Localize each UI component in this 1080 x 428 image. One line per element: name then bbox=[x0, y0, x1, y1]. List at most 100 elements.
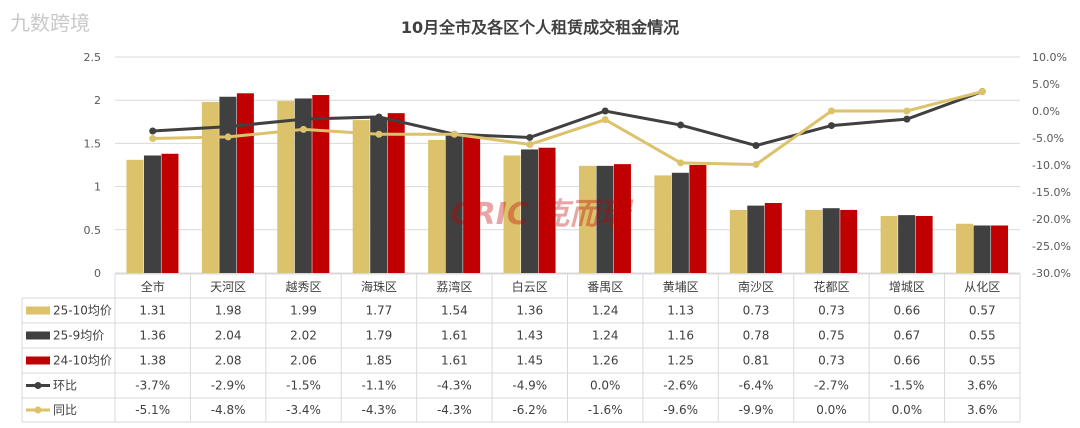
table-cell: 0.81 bbox=[743, 354, 770, 368]
table-cell: -2.9% bbox=[211, 379, 246, 393]
bar-25-9均价 bbox=[898, 215, 916, 273]
y-left-tick-label: 2.5 bbox=[84, 51, 102, 64]
y-left-tick-label: 0 bbox=[94, 267, 101, 280]
table-cell: 2.02 bbox=[290, 329, 317, 343]
table-cell: 1.31 bbox=[139, 304, 166, 318]
table-cell: -9.6% bbox=[663, 403, 698, 417]
bar-25-9均价 bbox=[294, 98, 312, 273]
table-cell: 1.61 bbox=[441, 329, 468, 343]
table-cell: 1.61 bbox=[441, 354, 468, 368]
bar-25-9均价 bbox=[747, 205, 765, 273]
bar-24-10均价 bbox=[463, 133, 481, 273]
bar-24-10均价 bbox=[538, 147, 556, 273]
table-cell: 1.26 bbox=[592, 354, 619, 368]
bar-25-9均价 bbox=[973, 225, 991, 273]
bar-25-10均价 bbox=[880, 215, 898, 273]
table-cell: 1.24 bbox=[592, 304, 619, 318]
table-cell: -6.4% bbox=[739, 379, 774, 393]
point-环比 bbox=[526, 133, 534, 141]
point-环比 bbox=[752, 142, 760, 150]
y-right-tick-label: -20.0% bbox=[1032, 213, 1071, 226]
bar-25-9均价 bbox=[445, 133, 463, 273]
table-cell: 1.85 bbox=[366, 354, 393, 368]
table-cell: 0.67 bbox=[894, 329, 921, 343]
table-cell: -3.4% bbox=[286, 403, 321, 417]
bar-24-10均价 bbox=[613, 164, 631, 273]
bar-25-9均价 bbox=[219, 96, 237, 273]
point-环比 bbox=[300, 115, 308, 123]
category-label: 白云区 bbox=[512, 279, 548, 294]
table-cell: 0.73 bbox=[743, 304, 770, 318]
y-right-tick-label: -10.0% bbox=[1032, 159, 1071, 172]
table-cell: 0.66 bbox=[894, 354, 921, 368]
table-cell: -5.1% bbox=[135, 403, 170, 417]
bar-25-10均价 bbox=[578, 165, 596, 273]
legend-label: 25-10均价 bbox=[53, 304, 112, 318]
table-cell: -1.6% bbox=[588, 403, 623, 417]
y-right-tick-label: -30.0% bbox=[1032, 267, 1071, 280]
point-同比 bbox=[827, 107, 835, 115]
point-环比 bbox=[224, 123, 232, 131]
line-同比 bbox=[152, 90, 983, 166]
bar-25-10均价 bbox=[805, 209, 823, 273]
legend-marker-同比 bbox=[34, 406, 42, 414]
y-left-tick-label: 2 bbox=[94, 94, 101, 107]
bar-24-10均价 bbox=[236, 93, 254, 274]
bar-25-10均价 bbox=[126, 159, 144, 273]
y-right-tick-label: 5.0% bbox=[1032, 78, 1060, 91]
table-cell: 0.78 bbox=[743, 329, 770, 343]
bar-25-10均价 bbox=[654, 175, 672, 273]
table-cell: 2.06 bbox=[290, 354, 317, 368]
y-right-tick-label: -15.0% bbox=[1032, 186, 1071, 199]
chart-title: 10月全市及各区个人租赁成交租金情况 bbox=[401, 18, 679, 37]
watermark-cric: CRIC 克而瑞 bbox=[451, 197, 635, 232]
table-cell: 0.66 bbox=[894, 304, 921, 318]
point-同比 bbox=[601, 116, 609, 124]
table-cell: 1.99 bbox=[290, 304, 317, 318]
point-同比 bbox=[149, 135, 157, 143]
table-cell: 3.6% bbox=[967, 379, 998, 393]
bar-24-10均价 bbox=[991, 225, 1009, 273]
table-cell: 0.55 bbox=[969, 329, 996, 343]
table-cell: 1.77 bbox=[366, 304, 393, 318]
table-cell: 1.25 bbox=[667, 354, 694, 368]
table-cell: 0.0% bbox=[590, 379, 621, 393]
table-cell: -4.8% bbox=[211, 403, 246, 417]
table-cell: 2.08 bbox=[215, 354, 242, 368]
bar-25-9均价 bbox=[596, 165, 614, 273]
table-cell: -9.9% bbox=[739, 403, 774, 417]
bar-25-9均价 bbox=[143, 155, 161, 273]
point-同比 bbox=[224, 133, 232, 141]
y-right-tick-label: 0.0% bbox=[1032, 105, 1060, 118]
point-环比 bbox=[375, 113, 383, 121]
bar-24-10均价 bbox=[387, 113, 405, 273]
table-cell: 0.0% bbox=[892, 403, 923, 417]
category-label: 从化区 bbox=[964, 280, 1000, 294]
table-cell: 0.57 bbox=[969, 304, 996, 318]
table-cell: 1.36 bbox=[516, 304, 543, 318]
table-cell: 3.6% bbox=[967, 403, 998, 417]
bar-25-10均价 bbox=[729, 209, 747, 273]
bar-24-10均价 bbox=[161, 153, 179, 273]
bar-25-9均价 bbox=[370, 118, 388, 274]
bar-24-10均价 bbox=[840, 209, 858, 273]
table-cell: 1.13 bbox=[667, 304, 694, 318]
table-cell: 1.36 bbox=[139, 329, 166, 343]
point-环比 bbox=[149, 127, 157, 135]
bar-24-10均价 bbox=[915, 215, 933, 273]
category-label: 番禺区 bbox=[587, 280, 623, 294]
table-cell: 0.73 bbox=[818, 304, 845, 318]
point-同比 bbox=[450, 130, 458, 138]
category-label: 花都区 bbox=[813, 279, 849, 294]
y-left-tick-label: 1 bbox=[94, 181, 101, 194]
y-right-tick-label: 10.0% bbox=[1032, 51, 1067, 64]
y-right-tick-label: -25.0% bbox=[1032, 240, 1071, 253]
table-cell: -6.2% bbox=[512, 403, 547, 417]
category-label: 天河区 bbox=[210, 280, 246, 294]
bar-25-10均价 bbox=[352, 120, 370, 274]
legend-label: 同比 bbox=[53, 403, 77, 417]
table-cell: -3.7% bbox=[135, 379, 170, 393]
legend-label: 24-10均价 bbox=[53, 354, 112, 368]
legend-marker-环比 bbox=[34, 382, 42, 389]
bar-25-9均价 bbox=[671, 172, 689, 273]
